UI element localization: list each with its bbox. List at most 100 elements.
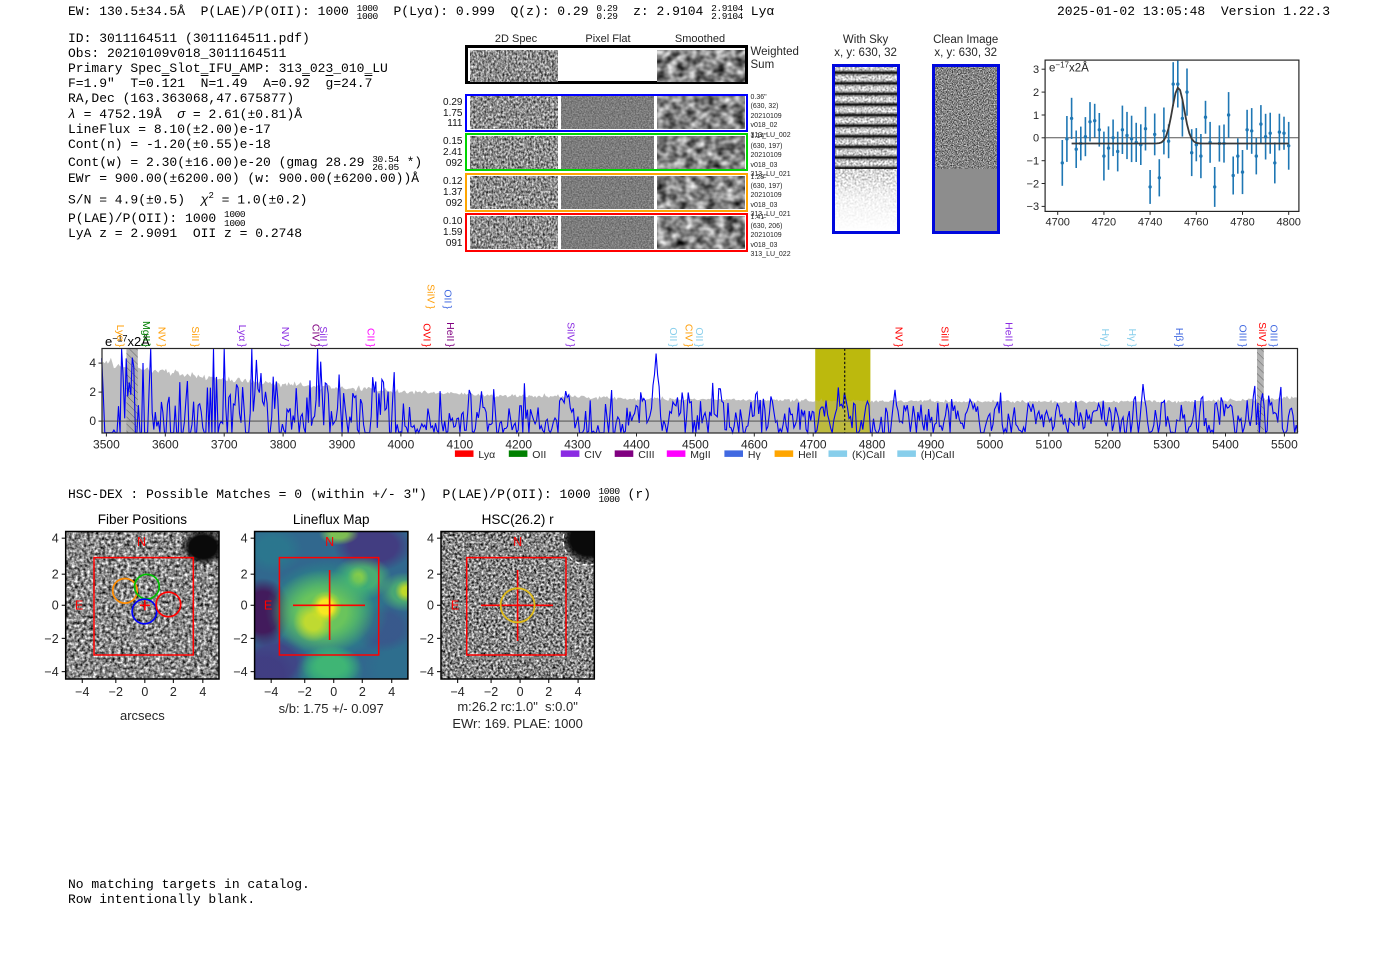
svg-text:NV }: NV } <box>279 327 291 348</box>
svg-text:NV }: NV } <box>893 327 905 348</box>
svg-text:4: 4 <box>241 532 248 546</box>
svg-text:4800: 4800 <box>859 438 886 452</box>
svg-text:(H)CaII: (H)CaII <box>921 449 955 461</box>
svg-text:4760: 4760 <box>1184 216 1208 228</box>
svg-text:OIII }: OIII } <box>1267 324 1279 347</box>
svg-text:(K)CaII: (K)CaII <box>852 449 885 461</box>
svg-text:−4: −4 <box>420 665 434 679</box>
svg-text:−2: −2 <box>298 685 312 699</box>
svg-text:N: N <box>325 535 334 549</box>
svg-text:3900: 3900 <box>329 438 356 452</box>
svg-text:CIV }: CIV } <box>310 324 322 348</box>
svg-text:OII }: OII } <box>442 289 454 309</box>
svg-text:2: 2 <box>1033 87 1039 99</box>
svg-text:CIV: CIV <box>584 449 602 461</box>
svg-text:0: 0 <box>517 685 524 699</box>
svg-text:SiII }: SiII } <box>189 326 201 347</box>
svg-text:OII: OII <box>532 449 546 461</box>
svg-text:4: 4 <box>427 532 434 546</box>
svg-text:Lyα: Lyα <box>478 449 495 461</box>
svg-text:4000: 4000 <box>388 438 415 452</box>
svg-text:4100: 4100 <box>446 438 473 452</box>
svg-text:4720: 4720 <box>1092 216 1116 228</box>
svg-text:3600: 3600 <box>152 438 179 452</box>
svg-text:4: 4 <box>388 685 395 699</box>
svg-text:Hγ: Hγ <box>748 449 762 461</box>
svg-text:SiIV }: SiIV } <box>565 322 577 347</box>
svg-text:1: 1 <box>1033 110 1039 122</box>
svg-text:OIII }: OIII } <box>1237 324 1249 347</box>
svg-text:4740: 4740 <box>1138 216 1162 228</box>
svg-text:4200: 4200 <box>505 438 532 452</box>
svg-text:−2: −2 <box>420 632 434 646</box>
svg-text:4: 4 <box>89 356 96 370</box>
svg-text:3500: 3500 <box>93 438 120 452</box>
svg-text:NV }: NV } <box>155 327 167 348</box>
svg-text:4: 4 <box>199 685 206 699</box>
svg-text:HeII }: HeII } <box>444 322 456 347</box>
svg-text:2: 2 <box>241 568 248 582</box>
svg-text:3: 3 <box>1033 64 1039 76</box>
svg-text:0: 0 <box>52 599 59 613</box>
svg-text:CII }: CII } <box>364 328 376 348</box>
svg-text:MgII: MgII <box>690 449 710 461</box>
svg-text:4800: 4800 <box>1276 216 1300 228</box>
svg-text:HeII: HeII <box>798 449 817 461</box>
svg-text:Hβ }: Hβ } <box>1173 328 1185 348</box>
svg-text:4: 4 <box>575 685 582 699</box>
svg-text:−2: −2 <box>44 632 58 646</box>
svg-text:E: E <box>264 599 272 613</box>
svg-text:−4: −4 <box>233 665 247 679</box>
svg-text:0: 0 <box>141 685 148 699</box>
svg-text:CIV }: CIV } <box>682 324 694 348</box>
svg-text:3700: 3700 <box>211 438 238 452</box>
svg-text:4700: 4700 <box>1045 216 1069 228</box>
svg-text:−4: −4 <box>264 685 278 699</box>
svg-text:4500: 4500 <box>682 438 709 452</box>
svg-text:5200: 5200 <box>1094 438 1121 452</box>
svg-text:E: E <box>75 599 83 613</box>
svg-text:−2: −2 <box>233 632 247 646</box>
svg-text:0: 0 <box>427 599 434 613</box>
svg-text:e−17x2Å: e−17x2Å <box>1049 61 1089 75</box>
svg-text:4300: 4300 <box>564 438 591 452</box>
svg-text:Hγ }: Hγ } <box>1126 329 1138 348</box>
svg-text:−1: −1 <box>1027 156 1040 168</box>
svg-text:2: 2 <box>545 685 552 699</box>
svg-text:Hγ }: Hγ } <box>1099 329 1111 348</box>
svg-text:−2: −2 <box>484 685 498 699</box>
svg-text:Lyα }: Lyα } <box>114 325 126 348</box>
svg-text:5300: 5300 <box>1153 438 1180 452</box>
svg-text:OII }: OII } <box>693 327 705 347</box>
svg-text:0: 0 <box>241 599 248 613</box>
svg-text:4900: 4900 <box>918 438 945 452</box>
svg-text:SiIV }: SiIV } <box>1256 322 1268 347</box>
svg-text:MgII }: MgII } <box>140 321 152 348</box>
svg-text:−4: −4 <box>450 685 464 699</box>
svg-text:SiIV }: SiIV } <box>424 284 436 309</box>
svg-text:4600: 4600 <box>741 438 768 452</box>
svg-text:2: 2 <box>89 385 96 399</box>
svg-text:OVI }: OVI } <box>420 323 432 347</box>
svg-text:OII }: OII } <box>667 327 679 347</box>
svg-text:0: 0 <box>89 414 96 428</box>
svg-text:2: 2 <box>170 685 177 699</box>
svg-text:E: E <box>451 599 459 613</box>
svg-text:5500: 5500 <box>1271 438 1298 452</box>
svg-text:0: 0 <box>1033 133 1039 145</box>
svg-text:2: 2 <box>427 568 434 582</box>
svg-text:N: N <box>137 535 146 549</box>
svg-text:5100: 5100 <box>1035 438 1062 452</box>
svg-text:4700: 4700 <box>800 438 827 452</box>
svg-text:−2: −2 <box>109 685 123 699</box>
svg-text:−2: −2 <box>1027 178 1040 190</box>
svg-text:HeII }: HeII } <box>1002 322 1014 347</box>
svg-text:2: 2 <box>359 685 366 699</box>
svg-text:4780: 4780 <box>1230 216 1254 228</box>
svg-text:5000: 5000 <box>977 438 1004 452</box>
svg-text:N: N <box>513 535 522 549</box>
svg-text:Lyα }: Lyα } <box>236 325 248 348</box>
svg-text:−4: −4 <box>44 665 58 679</box>
svg-text:SiII }: SiII } <box>317 326 329 347</box>
svg-text:CIII: CIII <box>638 449 654 461</box>
